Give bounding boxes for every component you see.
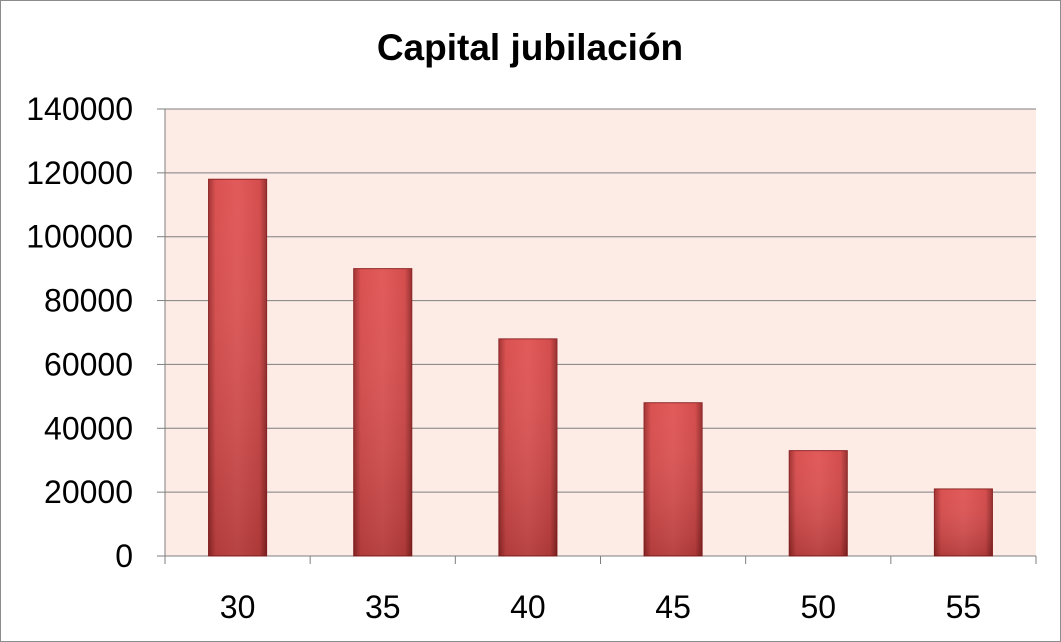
y-tick-label: 40000 (44, 410, 133, 446)
x-tick-label: 55 (946, 589, 982, 625)
y-tick-label: 0 (115, 538, 133, 574)
bar-shade (353, 268, 412, 556)
x-tick-label: 30 (220, 589, 256, 625)
plot-area (165, 109, 1036, 556)
x-tick-label: 50 (800, 589, 836, 625)
bar-shade (789, 450, 848, 556)
y-tick-label: 80000 (44, 283, 133, 319)
y-tick-label: 60000 (44, 346, 133, 382)
y-tick-label: 100000 (26, 219, 133, 255)
chart-title: Capital jubilación (377, 27, 683, 68)
y-tick-label: 140000 (26, 91, 133, 127)
x-tick-label: 40 (510, 589, 546, 625)
x-tick-label: 35 (365, 589, 401, 625)
y-tick-label: 120000 (26, 155, 133, 191)
bar-shade (208, 179, 267, 556)
bar-shade (934, 488, 993, 556)
y-tick-label: 20000 (44, 474, 133, 510)
x-tick-label: 45 (655, 589, 691, 625)
bar-shade (498, 338, 557, 556)
bar-shade (644, 402, 703, 556)
